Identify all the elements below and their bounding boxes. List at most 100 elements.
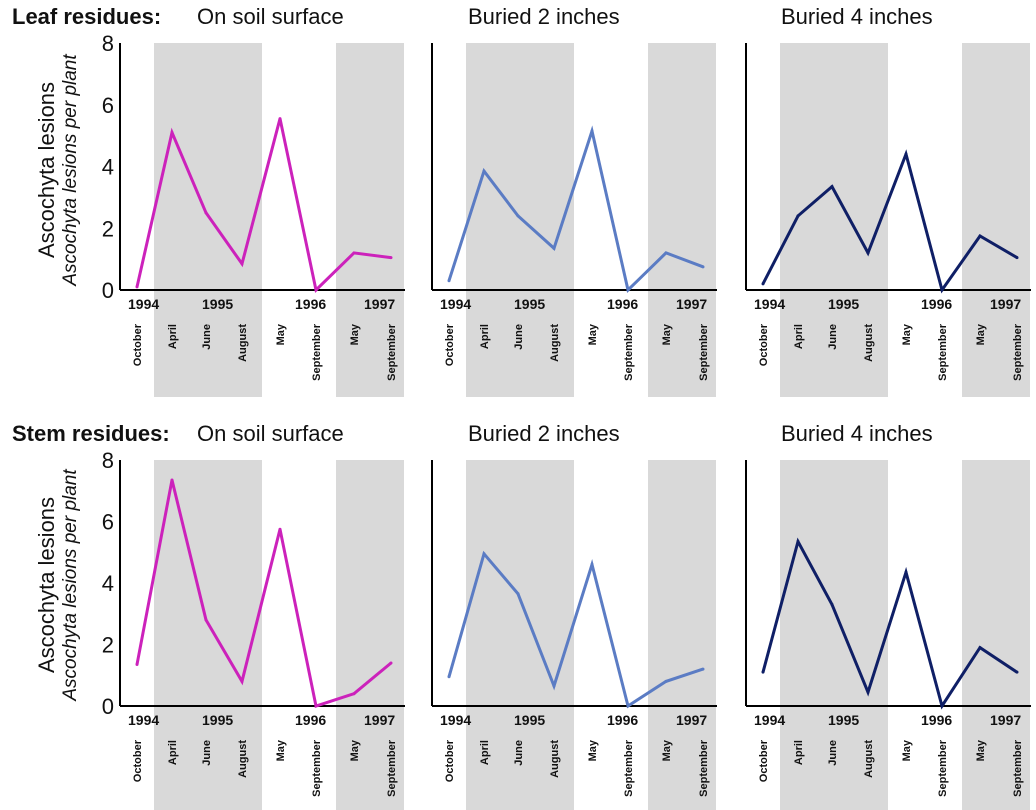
data-point	[204, 211, 208, 215]
shade-band-0	[780, 460, 888, 810]
shade-band-1	[336, 43, 404, 397]
y-axis-label-line2: Ascochyta lesions per plant	[60, 54, 81, 287]
series-line	[135, 118, 392, 293]
data-point	[135, 662, 139, 666]
y-tick-label: 2	[102, 216, 114, 241]
month-label: April	[167, 740, 179, 765]
year-label: 1994	[754, 296, 785, 312]
data-point	[552, 684, 556, 688]
y-tick-label: 0	[102, 694, 114, 719]
series-line	[761, 149, 1018, 294]
month-label: October	[132, 323, 144, 366]
panel-title: On soil surface	[197, 4, 344, 29]
shade-band-1	[962, 43, 1030, 397]
data-point	[447, 675, 451, 679]
data-point	[978, 234, 982, 238]
year-label: 1997	[990, 712, 1021, 728]
year-label: 1997	[364, 296, 395, 312]
panel-stem-1: Buried 2 inches 1994 1995 1996 1997 October Ap…	[431, 421, 717, 810]
month-label: September	[1012, 323, 1024, 381]
year-label: 1997	[364, 712, 395, 728]
panel-leaf-0: 0 2 4 6 8 On soil surface Leaf residues: 1994 19…	[12, 4, 405, 397]
data-point	[516, 214, 520, 218]
year-label: 1994	[128, 296, 159, 312]
data-point	[796, 214, 800, 218]
month-label: October	[758, 739, 770, 782]
data-point	[796, 539, 800, 543]
panel-title: Buried 2 inches	[468, 421, 620, 446]
y-tick-label: 8	[102, 448, 114, 473]
year-label: 1994	[754, 712, 785, 728]
shade-band-0	[466, 43, 574, 397]
month-label: September	[937, 739, 949, 797]
month-label: August	[549, 740, 561, 778]
y-axis-label-line1: Ascochyta lesions	[34, 82, 59, 258]
month-label: June	[201, 740, 213, 766]
y-tick-label: 6	[102, 93, 114, 118]
y-axis-label-top: Ascochyta lesions Ascochyta lesions per …	[34, 54, 81, 287]
month-label: September	[623, 323, 635, 381]
month-label: September	[698, 323, 710, 381]
month-label: June	[201, 324, 213, 350]
data-point	[866, 690, 870, 694]
month-label: June	[513, 740, 525, 766]
month-label: June	[513, 324, 525, 350]
year-label: 1996	[607, 296, 638, 312]
year-label: 1996	[921, 712, 952, 728]
data-point	[701, 667, 705, 671]
month-label: May	[975, 739, 987, 761]
month-label: April	[479, 740, 491, 765]
month-label: August	[863, 740, 875, 778]
data-point	[830, 603, 834, 607]
data-point	[940, 288, 944, 292]
chart-panels: 0 2 4 6 8 On soil surface Leaf residues: 1994 19…	[12, 4, 1031, 810]
month-label: September	[623, 739, 635, 797]
month-label: May	[275, 739, 287, 761]
y-tick-label: 0	[102, 278, 114, 303]
data-point	[482, 169, 486, 173]
data-point	[1015, 670, 1019, 674]
year-label: 1995	[828, 712, 859, 728]
data-point	[761, 670, 765, 674]
panel-title: Buried 2 inches	[468, 4, 620, 29]
shade-band-0	[466, 460, 574, 810]
data-point	[170, 478, 174, 482]
year-label: 1996	[607, 712, 638, 728]
month-label: June	[827, 740, 839, 766]
month-label: April	[793, 324, 805, 349]
month-label: August	[549, 324, 561, 362]
year-label: 1996	[295, 296, 326, 312]
shade-band-1	[336, 460, 404, 810]
year-label: 1995	[514, 296, 545, 312]
month-label: May	[349, 323, 361, 345]
series-line	[135, 479, 392, 708]
month-label: May	[587, 323, 599, 345]
data-point	[204, 618, 208, 622]
month-label: October	[758, 323, 770, 366]
data-point	[314, 704, 318, 708]
month-label: May	[975, 323, 987, 345]
y-tick-label: 4	[102, 571, 114, 596]
year-label: 1994	[440, 296, 471, 312]
year-label: 1997	[990, 296, 1021, 312]
series-line	[447, 125, 704, 293]
data-point	[516, 592, 520, 596]
data-point	[701, 265, 705, 269]
month-label: May	[587, 739, 599, 761]
data-point	[314, 288, 318, 292]
data-point	[278, 527, 282, 531]
data-point	[590, 129, 594, 133]
data-point	[590, 563, 594, 567]
data-point	[352, 251, 356, 255]
year-label: 1996	[921, 296, 952, 312]
data-point	[552, 246, 556, 250]
year-label: 1997	[676, 712, 707, 728]
shade-band-0	[154, 460, 262, 810]
shade-band-1	[648, 43, 716, 397]
y-tick-label: 2	[102, 633, 114, 658]
y-tick-label: 8	[102, 31, 114, 56]
data-point	[482, 552, 486, 556]
month-label: September	[937, 323, 949, 381]
year-label: 1996	[295, 712, 326, 728]
month-label: April	[167, 324, 179, 349]
